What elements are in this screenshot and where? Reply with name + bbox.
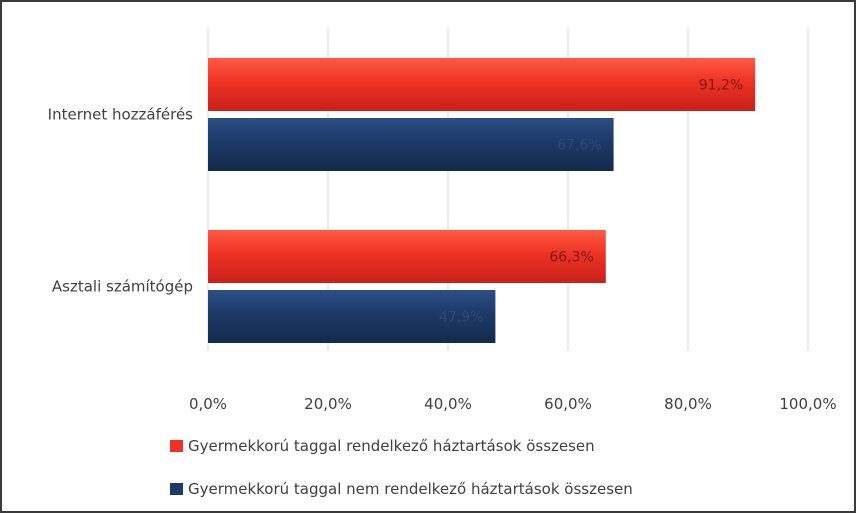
legend-swatch bbox=[170, 483, 183, 495]
x-tick-label: 60,0% bbox=[544, 395, 592, 413]
bars bbox=[208, 58, 756, 343]
data-label: 67,6% bbox=[557, 138, 601, 154]
category-axis: Internet hozzáférés Asztali számítógép bbox=[48, 106, 194, 296]
legend-label: Gyermekkorú taggal rendelkező háztartáso… bbox=[188, 437, 595, 455]
bar bbox=[208, 118, 614, 171]
data-label: 66,3% bbox=[549, 250, 593, 266]
data-label: 47,9% bbox=[439, 310, 483, 326]
legend: Gyermekkorú taggal rendelkező háztartáso… bbox=[170, 437, 633, 498]
x-tick-label: 80,0% bbox=[664, 395, 712, 413]
x-tick-label: 40,0% bbox=[424, 395, 472, 413]
category-label: Internet hozzáférés bbox=[48, 106, 194, 124]
bar bbox=[208, 290, 496, 343]
bar bbox=[208, 58, 756, 111]
category-label: Asztali számítógép bbox=[52, 278, 193, 296]
x-axis: 0,0% 20,0% 40,0% 60,0% 80,0% 100,0% bbox=[189, 395, 837, 413]
legend-label: Gyermekkorú taggal nem rendelkező háztar… bbox=[188, 480, 633, 498]
data-labels: 91,2% 67,6% 66,3% 47,9% bbox=[439, 78, 743, 326]
bar bbox=[208, 230, 606, 283]
legend-swatch bbox=[170, 440, 183, 452]
data-label: 91,2% bbox=[699, 78, 743, 94]
x-tick-label: 100,0% bbox=[779, 395, 836, 413]
x-tick-label: 20,0% bbox=[304, 395, 352, 413]
x-tick-label: 0,0% bbox=[189, 395, 227, 413]
